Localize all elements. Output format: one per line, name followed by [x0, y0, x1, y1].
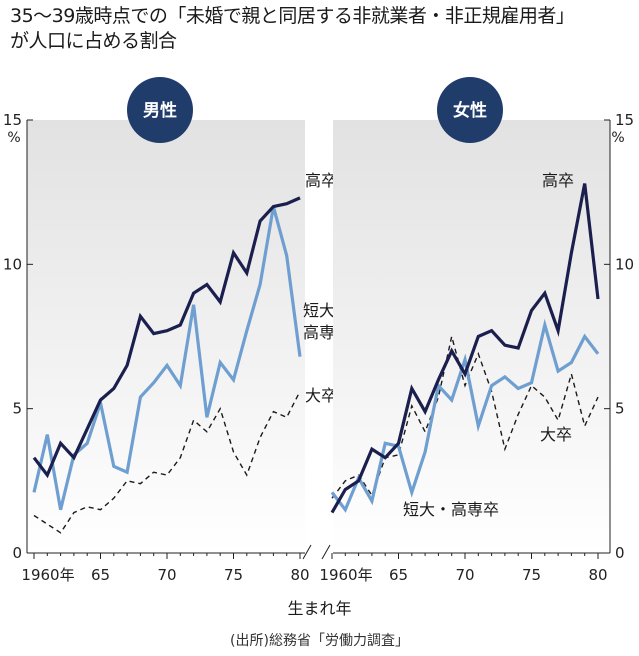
- x-tick-label: 65: [389, 566, 408, 584]
- x-axis-title: 生まれ年: [287, 599, 352, 618]
- x-tick-label: 75: [224, 566, 243, 584]
- source-note: (出所)総務省「労働力調査」: [230, 633, 409, 649]
- chart-title-line-2: が人口に占める割合: [10, 30, 177, 52]
- y-unit-label: %: [7, 130, 20, 146]
- chart-title: 35〜39歳時点での「未婚で親と同居する非就業者・非正規雇用者」 が人口に占める…: [10, 4, 635, 54]
- panel-badge-label: 男性: [143, 100, 177, 121]
- series-label: 高卒: [542, 171, 574, 190]
- chart-title-line-1: 35〜39歳時点での「未婚で親と同居する非就業者・非正規雇用者」: [10, 5, 575, 27]
- series-line-high-school: [330, 183, 600, 514]
- y-tick-label: 15: [615, 111, 634, 129]
- y-tick-label: 5: [12, 400, 22, 418]
- panel-background: [27, 120, 305, 553]
- series-label: 高卒: [305, 171, 337, 190]
- panel-badge: [127, 77, 193, 143]
- x-tick-label: 80: [290, 566, 309, 584]
- axis-break-mark: [302, 544, 312, 560]
- y-tick-label: 0: [12, 544, 22, 562]
- panel-background: [333, 120, 610, 553]
- series-label: 大卒: [305, 386, 337, 405]
- x-tick-label: 70: [455, 566, 474, 584]
- x-tick-label: 70: [157, 566, 176, 584]
- x-tick-label: 75: [522, 566, 541, 584]
- y-tick-label: 10: [615, 255, 634, 273]
- series-label: 短大・高専卒: [403, 500, 499, 519]
- y-tick-label: 10: [3, 255, 22, 273]
- panel-badge-label: 女性: [453, 100, 487, 121]
- x-tick-label: 1960年: [319, 566, 372, 584]
- series-line-junior-college: [330, 318, 600, 513]
- x-tick-label: 1960年: [21, 566, 74, 584]
- axis-break-mark: [321, 544, 331, 560]
- panel-badge: [437, 77, 503, 143]
- y-tick-label: 0: [615, 544, 625, 562]
- series-line-university: [33, 390, 301, 534]
- y-unit-label: %: [611, 130, 624, 146]
- series-label: 大卒: [540, 425, 572, 444]
- y-tick-label: 5: [615, 400, 625, 418]
- x-tick-label: 80: [588, 566, 607, 584]
- series-line-high-school: [32, 196, 301, 479]
- y-tick-label: 15: [3, 111, 22, 129]
- x-tick-label: 65: [91, 566, 110, 584]
